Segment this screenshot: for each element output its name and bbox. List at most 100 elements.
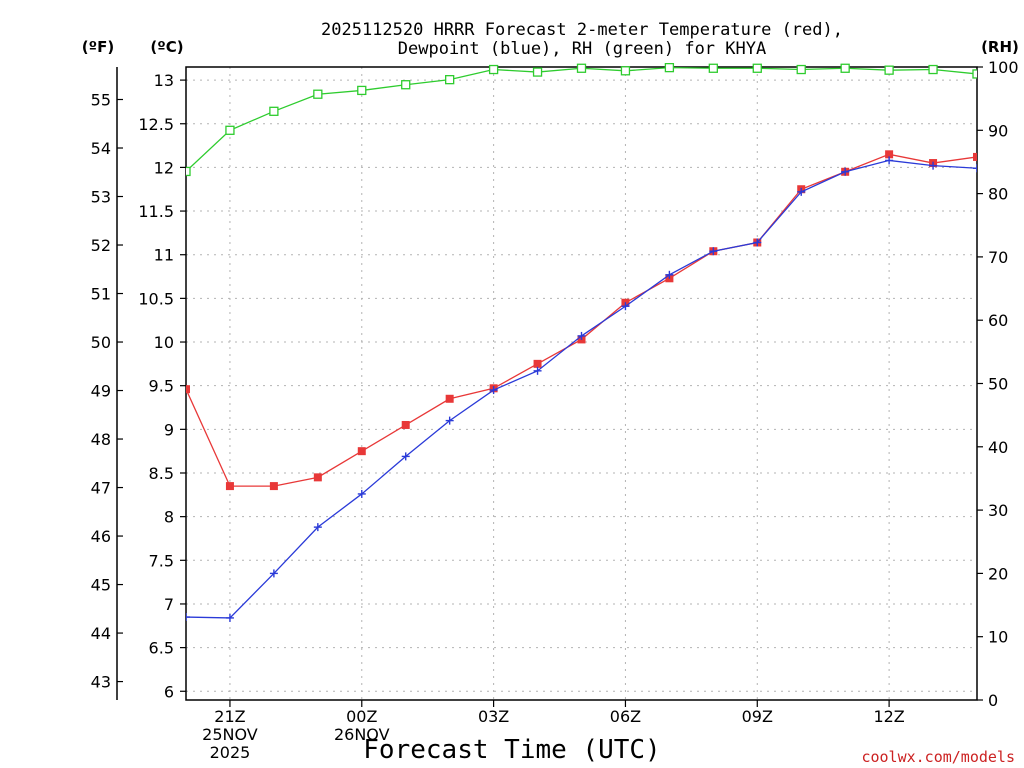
dewpoint-point <box>445 416 454 425</box>
temperature-point <box>401 420 410 429</box>
temperature-point <box>885 150 894 159</box>
rh-tick-label: 50 <box>988 375 1008 394</box>
rh-point <box>313 89 323 99</box>
fahrenheit-tick-label: 55 <box>91 90 111 109</box>
celsius-tick-label: 11 <box>154 246 174 265</box>
rh-unit-label: (RH) <box>981 38 1019 56</box>
rh-point <box>401 80 411 90</box>
rh-tick-label: 0 <box>988 691 998 710</box>
x-tick-label: 25NOV <box>202 725 258 744</box>
fahrenheit-tick-label: 52 <box>91 236 111 255</box>
dewpoint-point <box>401 452 410 461</box>
x-tick-label: 26NOV <box>334 725 390 744</box>
celsius-tick-label: 10.5 <box>138 289 174 308</box>
celsius-tick-label: 7.5 <box>149 551 174 570</box>
rh-tick-label: 30 <box>988 501 1008 520</box>
rh-point <box>796 64 806 75</box>
celsius-tick-label: 6.5 <box>149 639 174 658</box>
series-temperature <box>186 150 977 491</box>
dewpoint-line <box>186 159 977 619</box>
celsius-unit-label: (ºC) <box>150 38 183 56</box>
rh-tick-label: 60 <box>988 311 1008 330</box>
rh-point <box>664 63 675 73</box>
rh-point <box>488 64 499 75</box>
celsius-tick-label: 9.5 <box>149 377 174 396</box>
rh-point <box>752 63 762 73</box>
fahrenheit-tick-label: 45 <box>91 576 111 595</box>
x-tick-label: 06Z <box>610 707 641 726</box>
rh-tick-label: 80 <box>988 185 1008 204</box>
rh-tick-label: 20 <box>988 564 1008 583</box>
dewpoint-point <box>973 164 977 173</box>
dewpoint-point <box>225 613 234 622</box>
rh-tick-label: 40 <box>988 438 1008 457</box>
celsius-tick-label: 8 <box>164 508 174 527</box>
x-axis-label: Forecast Time (UTC) <box>363 735 660 765</box>
chart-title-line-2: Dewpoint (blue), RH (green) for KHYA <box>398 39 766 59</box>
dewpoint-point <box>357 489 366 498</box>
x-tick-label: 21Z <box>214 707 245 726</box>
rh-point <box>928 64 938 75</box>
dewpoint-point <box>577 331 586 340</box>
temperature-line <box>186 153 977 487</box>
rh-point <box>972 69 977 79</box>
series-dewpoint <box>186 156 977 622</box>
fahrenheit-tick-label: 44 <box>91 624 111 643</box>
celsius-tick-label: 7 <box>164 595 174 614</box>
celsius-tick-label: 11.5 <box>138 202 174 221</box>
rh-point <box>620 66 631 76</box>
fahrenheit-tick-label: 43 <box>91 673 111 692</box>
rh-point <box>708 63 718 73</box>
rh-point <box>357 85 367 96</box>
rh-point <box>884 65 894 75</box>
temperature-point <box>225 482 234 491</box>
temperature-point <box>269 482 278 491</box>
temperature-point <box>445 394 454 403</box>
fahrenheit-tick-label: 50 <box>91 333 111 352</box>
celsius-tick-label: 13 <box>154 71 174 90</box>
rh-point <box>225 125 235 135</box>
temperature-point <box>186 385 190 394</box>
temperature-point <box>973 152 977 161</box>
fahrenheit-tick-label: 48 <box>91 430 111 449</box>
fahrenheit-unit-label: (ºF) <box>82 38 114 56</box>
x-tick-label: 00Z <box>346 707 377 726</box>
dewpoint-point <box>841 167 850 176</box>
credit-text: coolwx.com/models <box>861 748 1015 766</box>
celsius-tick-label: 10 <box>154 333 174 352</box>
x-tick-label: 03Z <box>478 707 509 726</box>
temperature-point <box>313 473 322 482</box>
rh-line <box>186 66 977 172</box>
axes: 6 6.5 7 7.5 8 8.5 9 9.5 10 10.5 11 11.5 12 12.5 13 43 44… <box>91 58 1019 762</box>
celsius-tick-label: 9 <box>164 420 174 439</box>
rh-point <box>576 63 587 73</box>
fahrenheit-tick-label: 53 <box>91 188 111 207</box>
dewpoint-point <box>885 156 894 165</box>
dewpoint-point <box>665 270 674 279</box>
temperature-point <box>533 359 542 368</box>
celsius-tick-label: 12 <box>154 158 174 177</box>
rh-tick-label: 90 <box>988 121 1008 140</box>
rh-point <box>840 63 850 73</box>
dewpoint-point <box>489 386 498 395</box>
dewpoint-point <box>269 569 278 578</box>
grid <box>186 67 977 700</box>
fahrenheit-tick-label: 54 <box>91 139 111 158</box>
chart-title-line-1: 2025112520 HRRR Forecast 2-meter Tempera… <box>321 20 843 40</box>
temperature-point <box>357 447 366 456</box>
rh-tick-label: 100 <box>988 58 1019 77</box>
x-tick-label: 2025 <box>210 743 251 762</box>
rh-tick-label: 10 <box>988 628 1008 647</box>
dewpoint-point <box>797 187 806 196</box>
dewpoint-point <box>313 523 322 532</box>
plot-frame <box>185 66 978 701</box>
dewpoint-point <box>186 613 190 622</box>
celsius-tick-label: 12.5 <box>138 115 174 134</box>
fahrenheit-tick-label: 49 <box>91 382 111 401</box>
dewpoint-point <box>929 161 938 170</box>
series-group <box>186 63 977 622</box>
dewpoint-point <box>533 366 542 375</box>
rh-point <box>532 67 543 77</box>
celsius-tick-label: 8.5 <box>149 464 174 483</box>
